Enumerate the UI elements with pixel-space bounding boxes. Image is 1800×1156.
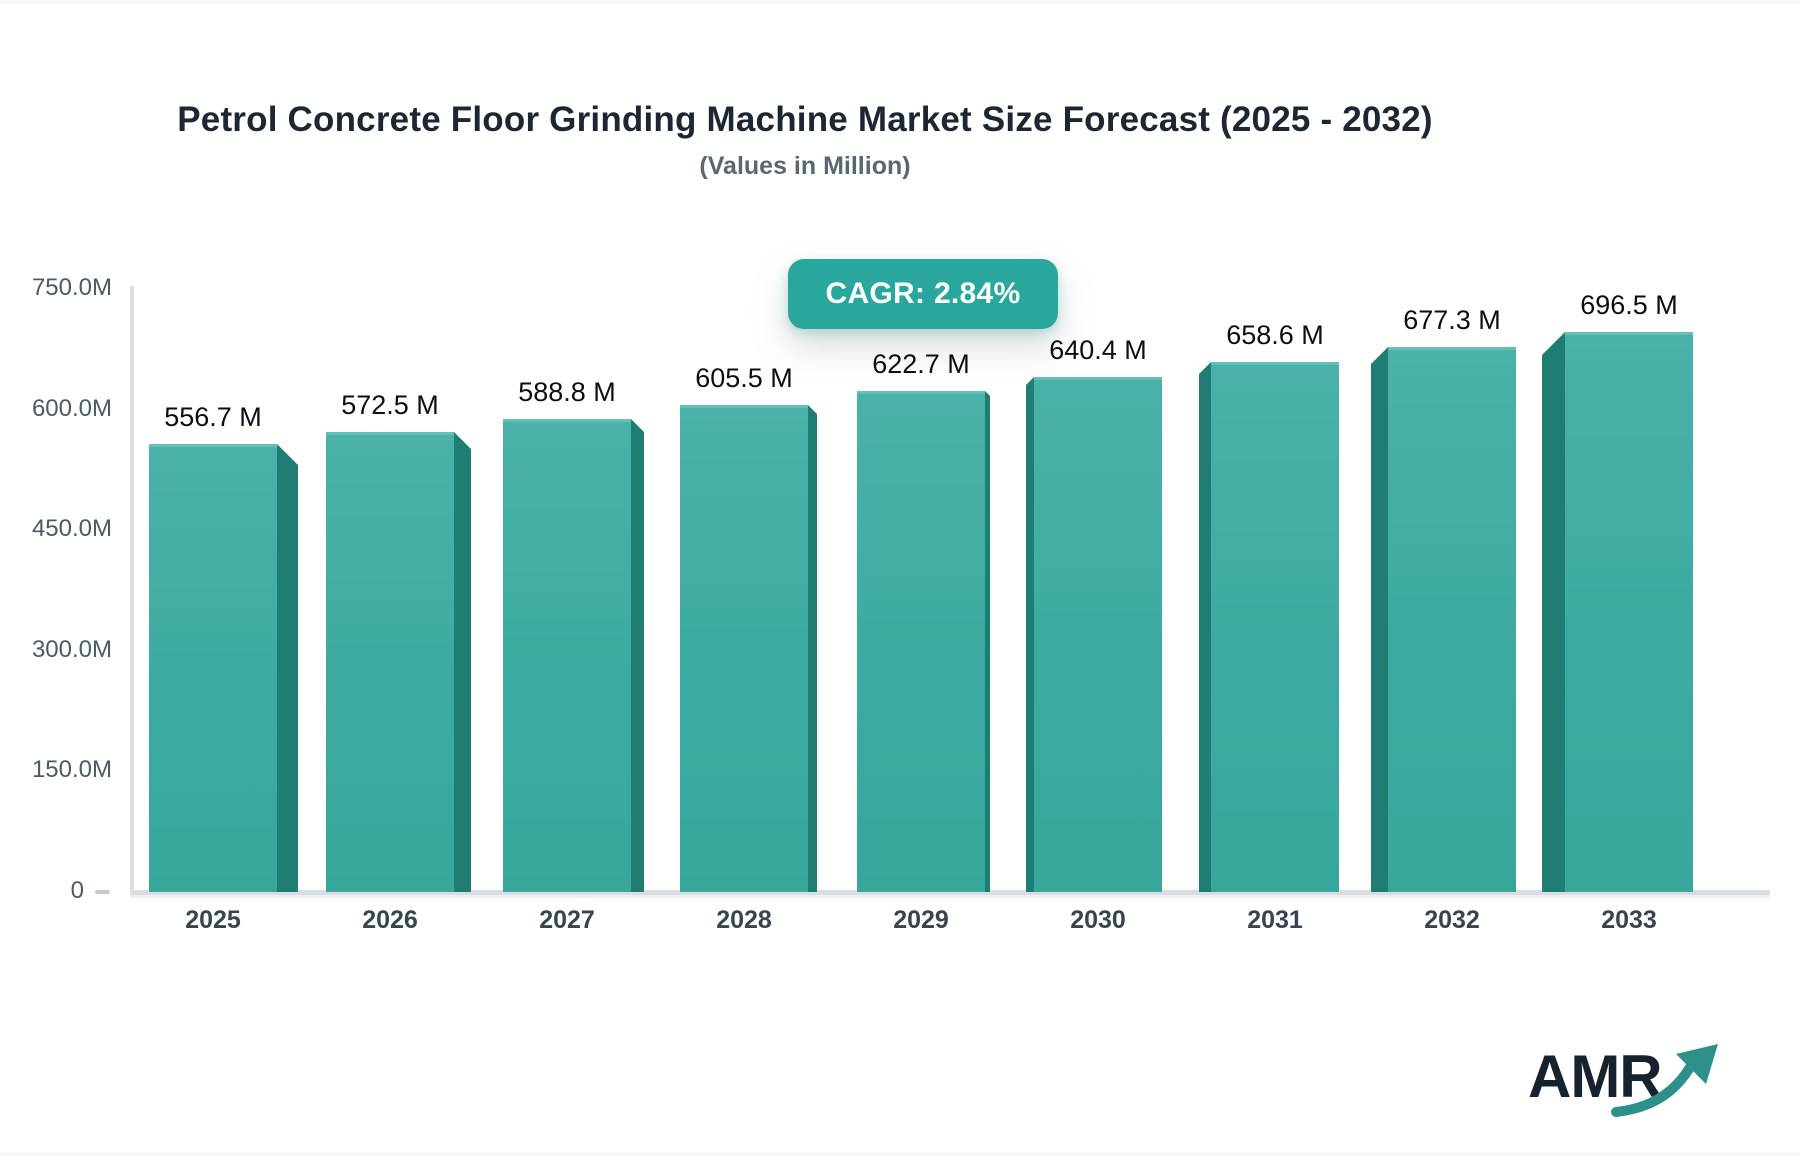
y-tick-label: 450.0M: [31, 515, 112, 543]
bar-side-face: [1542, 332, 1565, 892]
bar-value-label: 658.6 M: [1226, 320, 1324, 350]
bar-value-label: 677.3 M: [1403, 305, 1501, 335]
bar-2026: [326, 432, 454, 892]
bar-value-label: 556.7 M: [164, 402, 262, 432]
bar-side-face: [1371, 347, 1388, 892]
x-tick-label: 2026: [362, 906, 418, 934]
chart-subtitle: (Values in Million): [699, 152, 911, 180]
growth-arrow-icon: [1611, 1044, 1718, 1117]
bar-2027: [503, 419, 631, 892]
bar-side-face: [985, 391, 990, 892]
y-tick-label: 750.0M: [31, 274, 112, 301]
y-axis-line: [130, 286, 134, 895]
bar-side-face: [631, 419, 644, 892]
y-tick-label: 600.0M: [31, 394, 112, 422]
x-axis-baseline: [130, 890, 1770, 898]
brand-logo-text: AMR: [1528, 1043, 1663, 1110]
x-tick-label: 2025: [185, 906, 241, 934]
bar-2030: [1034, 377, 1162, 892]
brand-logo: AMR: [1528, 1042, 1728, 1132]
y-tick-label: 0: [70, 877, 84, 904]
x-tick-label: 2033: [1601, 906, 1657, 934]
bar-2032: [1388, 347, 1516, 892]
bar-2031: [1211, 362, 1339, 892]
bar-2033: [1565, 332, 1693, 892]
bar-side-face: [808, 405, 817, 892]
bar-value-label: 572.5 M: [341, 390, 439, 420]
bar-2029: [857, 391, 985, 892]
zero-tick-dash: [95, 890, 110, 894]
x-tick-label: 2030: [1070, 906, 1126, 934]
bar-2025: [149, 444, 277, 892]
bar-value-label: 605.5 M: [695, 363, 793, 393]
x-tick-label: 2027: [539, 906, 595, 934]
bar-side-face: [1199, 362, 1211, 892]
x-tick-label: 2029: [893, 906, 949, 934]
chart-title: Petrol Concrete Floor Grinding Machine M…: [177, 100, 1433, 139]
y-tick-label: 300.0M: [31, 635, 112, 663]
cagr-badge: CAGR: 2.84%: [788, 259, 1058, 329]
x-tick-label: 2032: [1424, 906, 1480, 934]
x-tick-label: 2028: [716, 906, 772, 934]
bar-side-face: [454, 432, 471, 892]
y-tick-label: 150.0M: [31, 756, 112, 784]
bar-value-label: 622.7 M: [872, 349, 970, 379]
x-tick-label: 2031: [1247, 906, 1303, 934]
bar-value-label: 696.5 M: [1580, 290, 1678, 320]
bar-value-label: 640.4 M: [1049, 335, 1147, 365]
bar-2028: [680, 405, 808, 892]
bar-side-face: [1026, 377, 1034, 892]
bar-side-face: [277, 444, 298, 892]
bar-value-label: 588.8 M: [518, 377, 616, 407]
